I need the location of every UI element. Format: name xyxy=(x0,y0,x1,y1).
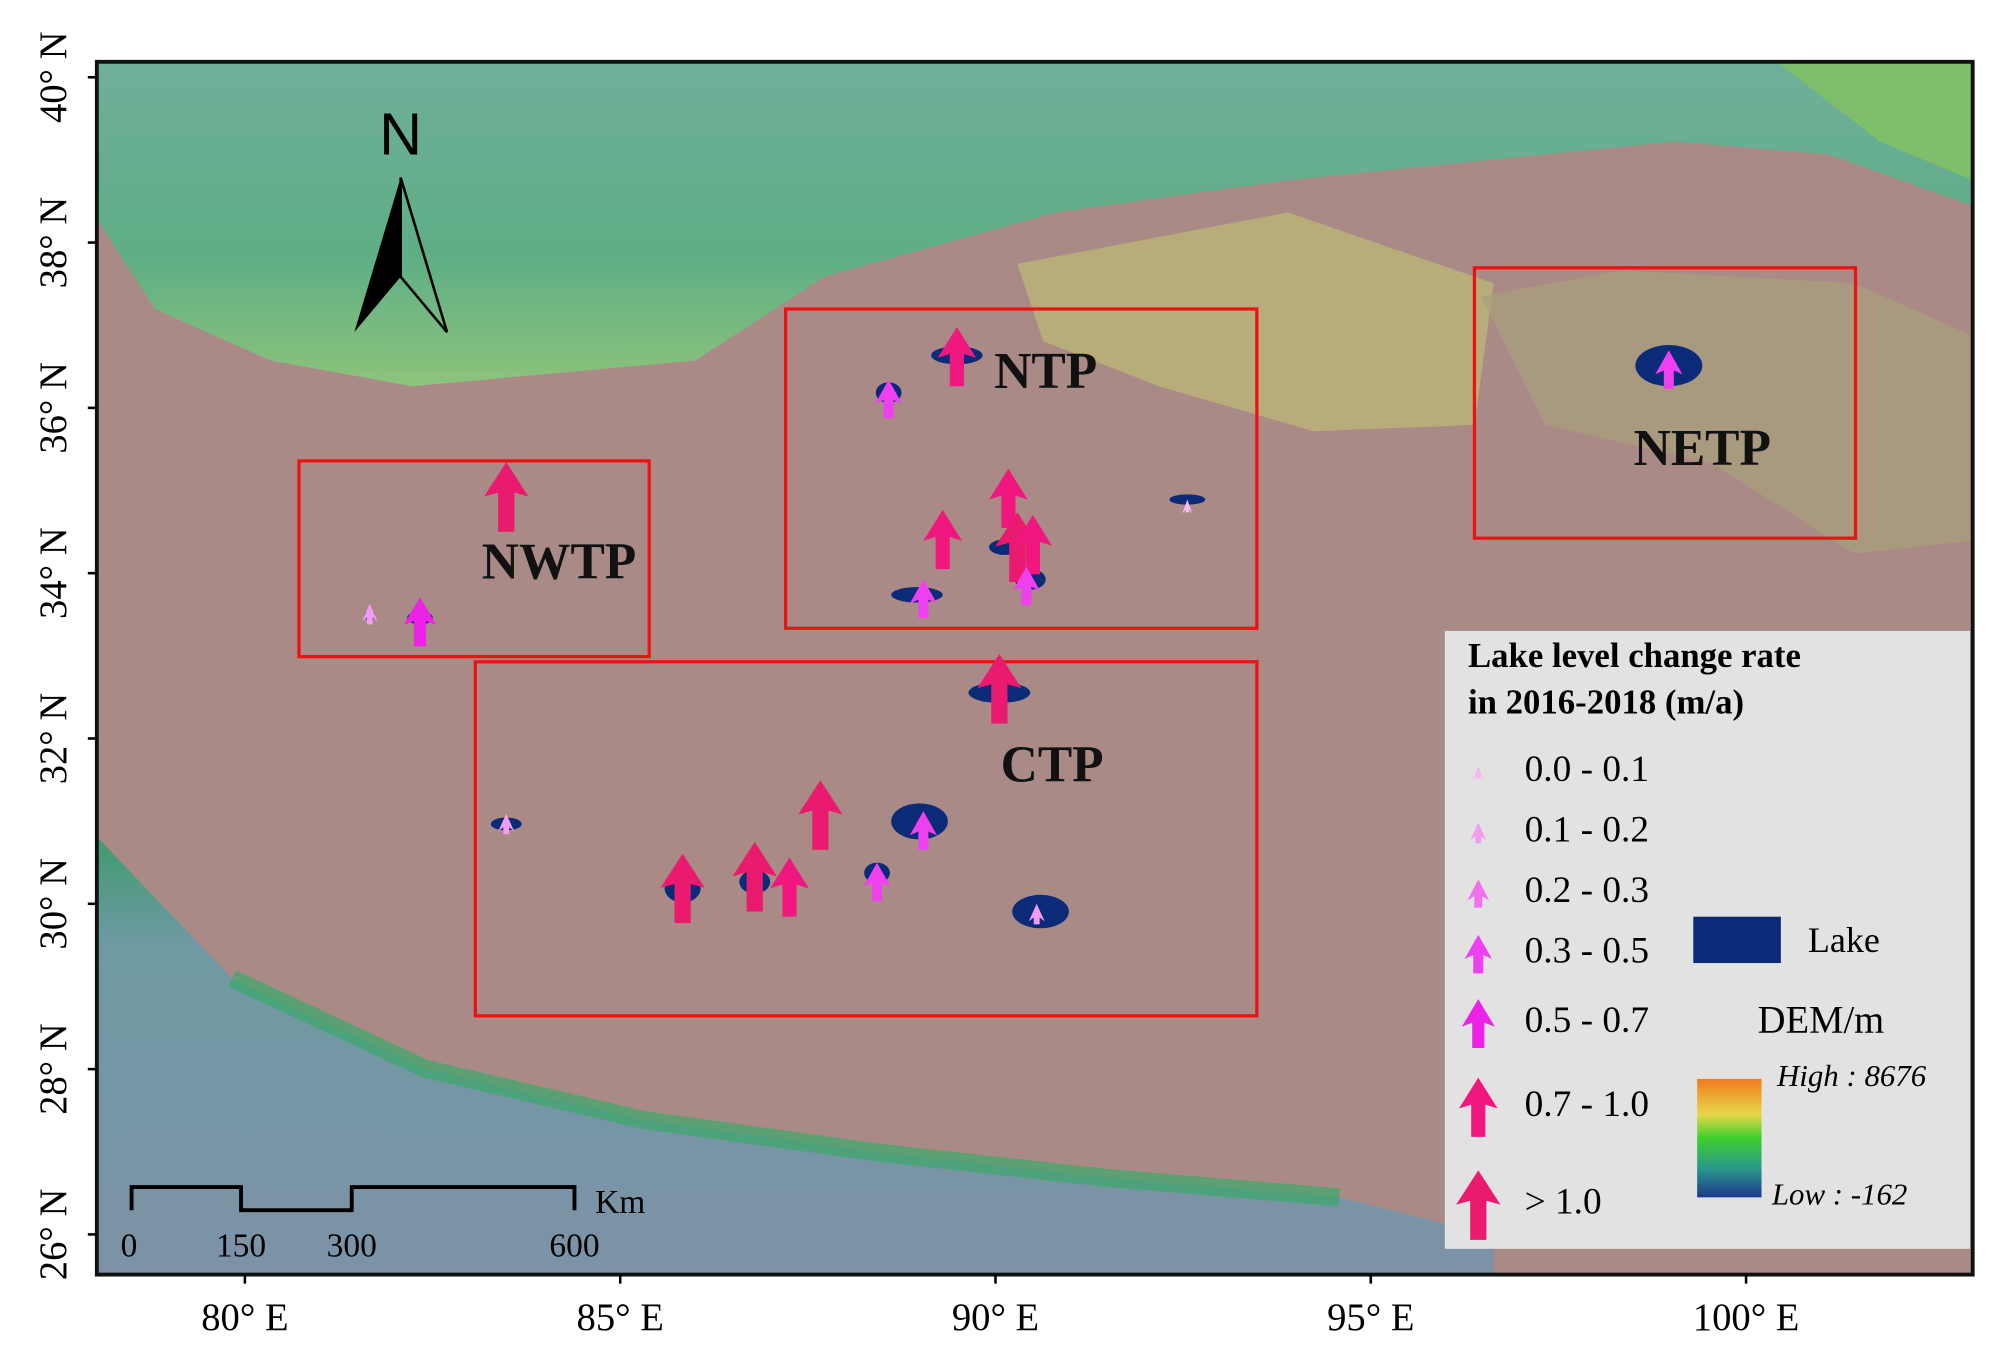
change-arrow xyxy=(1182,499,1193,514)
lat-label: 26° N xyxy=(33,1189,75,1281)
region-box xyxy=(473,660,1259,1018)
dem-label: DEM/m xyxy=(1758,999,1885,1041)
scale-label: 600 xyxy=(549,1228,599,1265)
lon-label: 90° E xyxy=(952,1297,1039,1339)
legend-class: 0.1 - 0.2 xyxy=(1525,810,1649,851)
dem-colorbar xyxy=(1697,1078,1762,1198)
map-frame xyxy=(94,59,1975,1277)
region-label: NETP xyxy=(1634,420,1771,477)
lake-swatch xyxy=(1693,916,1781,964)
dem-low: Low : -162 xyxy=(1771,1176,1908,1211)
lat-label: 38° N xyxy=(33,197,75,289)
lon-label: 80° E xyxy=(201,1297,288,1339)
change-arrow xyxy=(1655,350,1683,389)
lon-label: 95° E xyxy=(1327,1297,1414,1339)
change-arrow xyxy=(1458,1077,1498,1137)
lat-label: 32° N xyxy=(33,693,75,785)
region-label: NWTP xyxy=(482,533,636,590)
legend-class: 0.7 - 1.0 xyxy=(1525,1084,1649,1125)
scale-bar: 0 150 300 600 Km xyxy=(121,1184,646,1265)
dem-high: High : 8676 xyxy=(1776,1058,1927,1093)
region-label: CTP xyxy=(1001,737,1104,794)
change-arrow xyxy=(909,811,938,850)
lat-label: 34° N xyxy=(33,527,75,619)
change-arrow xyxy=(1467,879,1490,908)
legend-title: in 2016-2018 (m/a) xyxy=(1468,683,1744,722)
lake-label: Lake xyxy=(1808,920,1880,960)
lat-label: 30° N xyxy=(33,858,75,950)
region-box xyxy=(1472,266,1858,540)
change-arrow xyxy=(361,603,378,625)
legend-class: 0.3 - 0.5 xyxy=(1525,931,1649,972)
change-arrow xyxy=(863,862,891,902)
change-arrow xyxy=(1461,999,1495,1049)
region-boxes: NWTP NTP NETP CTP xyxy=(297,266,1858,1018)
change-arrow xyxy=(923,509,963,570)
change-arrow xyxy=(498,813,515,835)
change-arrow xyxy=(874,379,903,419)
change-arrow xyxy=(732,842,777,912)
change-arrow xyxy=(770,857,809,917)
lat-label: 40° N xyxy=(33,31,75,123)
change-arrow xyxy=(989,468,1028,528)
lake xyxy=(1012,894,1069,929)
lat-label: 28° N xyxy=(33,1023,75,1115)
change-arrow xyxy=(977,654,1022,724)
region-box xyxy=(784,307,1259,630)
region-label: NTP xyxy=(994,343,1097,400)
scale-label: 0 xyxy=(121,1228,138,1265)
change-arrow xyxy=(1470,822,1487,844)
change-arrow xyxy=(1012,566,1041,606)
legend-class: 0.5 - 0.7 xyxy=(1525,1000,1649,1041)
change-arrow xyxy=(1013,514,1053,575)
change-arrow xyxy=(1456,1170,1501,1240)
change-arrow xyxy=(1028,903,1045,925)
legend-class: > 1.0 xyxy=(1525,1182,1602,1223)
region-box xyxy=(297,459,651,659)
change-arrow xyxy=(403,597,437,647)
graticule-labels: 40° N 38° N 36° N 34° N 32° N 30° N 28° N 26° N… xyxy=(33,31,1800,1338)
north-arrow: N xyxy=(354,101,449,333)
change-arrow xyxy=(1464,934,1492,974)
scale-unit: Km xyxy=(595,1184,645,1221)
change-arrow xyxy=(909,579,938,618)
legend-class: 0.0 - 0.1 xyxy=(1525,749,1649,790)
scale-label: 300 xyxy=(327,1228,377,1265)
change-arrow xyxy=(1473,766,1484,781)
change-arrow xyxy=(937,327,977,387)
lon-label: 100° E xyxy=(1693,1297,1800,1339)
lon-label: 85° E xyxy=(577,1297,664,1339)
north-arrow-left xyxy=(354,177,401,333)
legend: Lake level change rate in 2016-2018 (m/a… xyxy=(1444,630,1971,1249)
change-arrow xyxy=(660,853,705,924)
north-label: N xyxy=(379,101,422,168)
change-arrow xyxy=(798,780,843,850)
change-arrow xyxy=(484,462,529,532)
legend-class: 0.2 - 0.3 xyxy=(1525,870,1649,911)
north-arrow-right xyxy=(399,177,449,333)
legend-title: Lake level change rate xyxy=(1468,636,1801,675)
lat-label: 36° N xyxy=(33,362,75,454)
scale-label: 150 xyxy=(216,1228,266,1265)
lake-symbols xyxy=(361,327,1703,929)
